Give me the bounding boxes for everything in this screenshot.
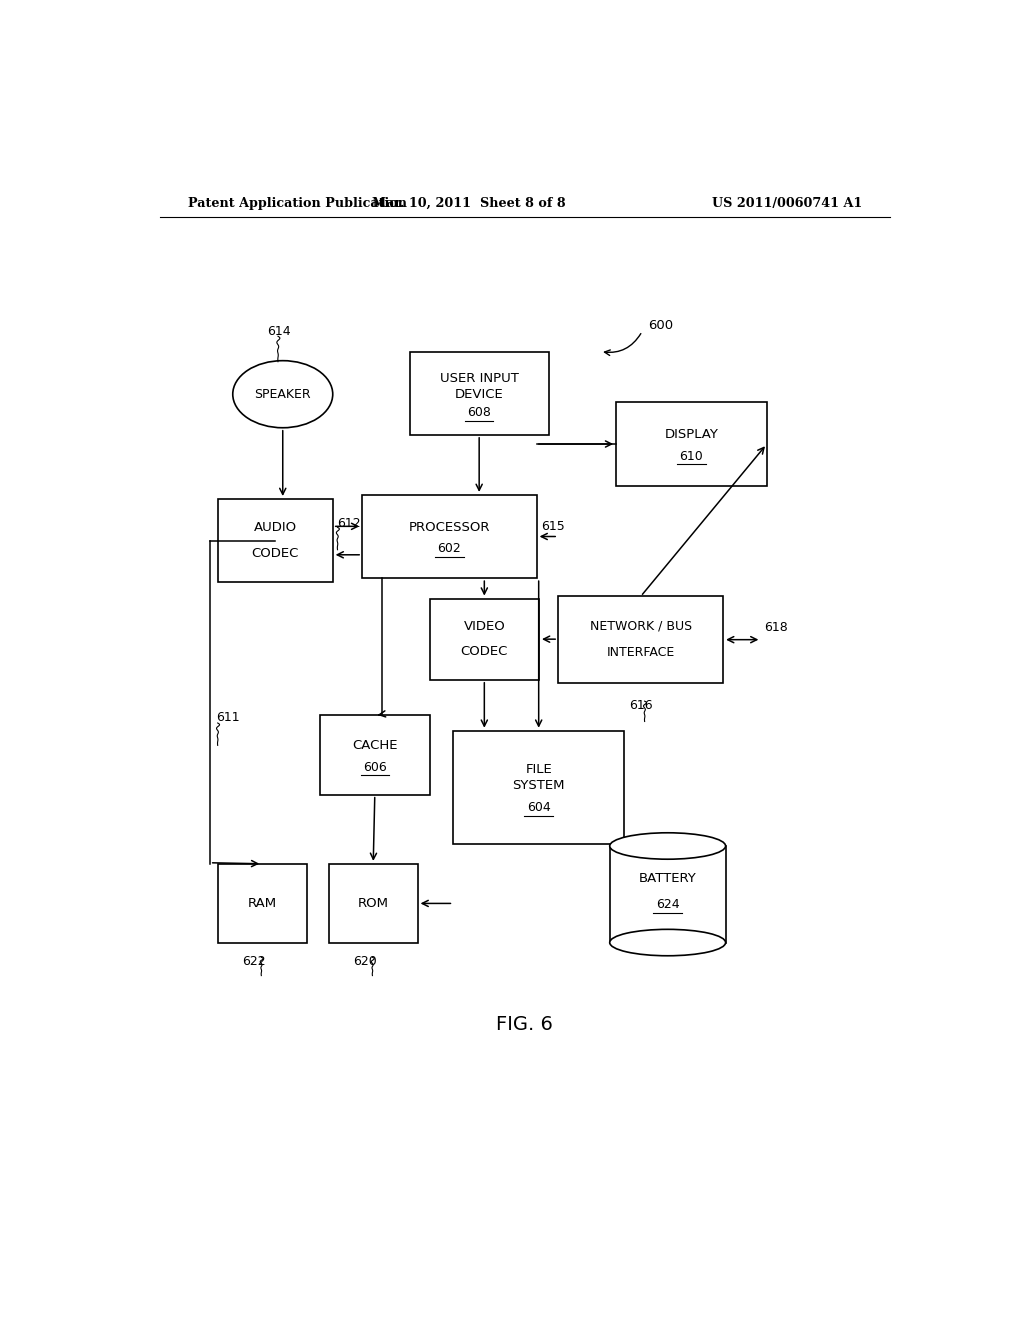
Text: CODEC: CODEC (252, 548, 299, 560)
Text: FIG. 6: FIG. 6 (497, 1015, 553, 1034)
Bar (609, 846, 726, 942)
Text: CACHE: CACHE (352, 739, 397, 752)
Text: BATTERY: BATTERY (639, 871, 696, 884)
FancyArrowPatch shape (604, 334, 641, 355)
Bar (430, 598, 539, 680)
Ellipse shape (609, 833, 726, 859)
Text: 618: 618 (765, 620, 788, 634)
Text: Patent Application Publication: Patent Application Publication (187, 197, 407, 210)
Bar (558, 597, 723, 682)
Text: FILE: FILE (525, 763, 552, 776)
Bar (218, 499, 333, 582)
Ellipse shape (609, 929, 726, 956)
Ellipse shape (232, 360, 333, 428)
Text: SPEAKER: SPEAKER (254, 388, 311, 401)
Bar (218, 863, 306, 942)
Text: INTERFACE: INTERFACE (606, 647, 675, 660)
Bar (454, 731, 624, 845)
Text: 600: 600 (648, 318, 673, 331)
Text: PROCESSOR: PROCESSOR (409, 521, 490, 533)
Bar (362, 495, 537, 578)
Text: VIDEO: VIDEO (464, 620, 505, 634)
Text: US 2011/0060741 A1: US 2011/0060741 A1 (712, 197, 862, 210)
Text: SYSTEM: SYSTEM (512, 779, 565, 792)
Text: DISPLAY: DISPLAY (665, 429, 719, 441)
Bar (321, 715, 430, 795)
Bar (616, 403, 767, 486)
Text: 616: 616 (629, 698, 652, 711)
Text: Mar. 10, 2011  Sheet 8 of 8: Mar. 10, 2011 Sheet 8 of 8 (373, 197, 566, 210)
Text: AUDIO: AUDIO (254, 521, 297, 533)
Text: 615: 615 (541, 520, 564, 533)
Text: 624: 624 (655, 898, 680, 911)
Bar (329, 863, 418, 942)
Text: 608: 608 (467, 407, 492, 418)
Text: RAM: RAM (248, 896, 276, 909)
Text: USER INPUT: USER INPUT (439, 372, 518, 385)
Text: 612: 612 (337, 517, 360, 529)
Text: NETWORK / BUS: NETWORK / BUS (590, 620, 692, 634)
Text: 610: 610 (680, 450, 703, 463)
Text: 620: 620 (353, 954, 377, 968)
Bar (410, 351, 549, 434)
Text: 604: 604 (526, 801, 551, 814)
Text: DEVICE: DEVICE (455, 388, 504, 401)
Text: 622: 622 (243, 954, 266, 968)
Text: 602: 602 (437, 543, 461, 556)
Text: 611: 611 (216, 711, 240, 725)
Text: CODEC: CODEC (461, 645, 508, 657)
Text: 614: 614 (267, 325, 291, 338)
Text: ROM: ROM (357, 896, 389, 909)
Text: 606: 606 (362, 760, 387, 774)
